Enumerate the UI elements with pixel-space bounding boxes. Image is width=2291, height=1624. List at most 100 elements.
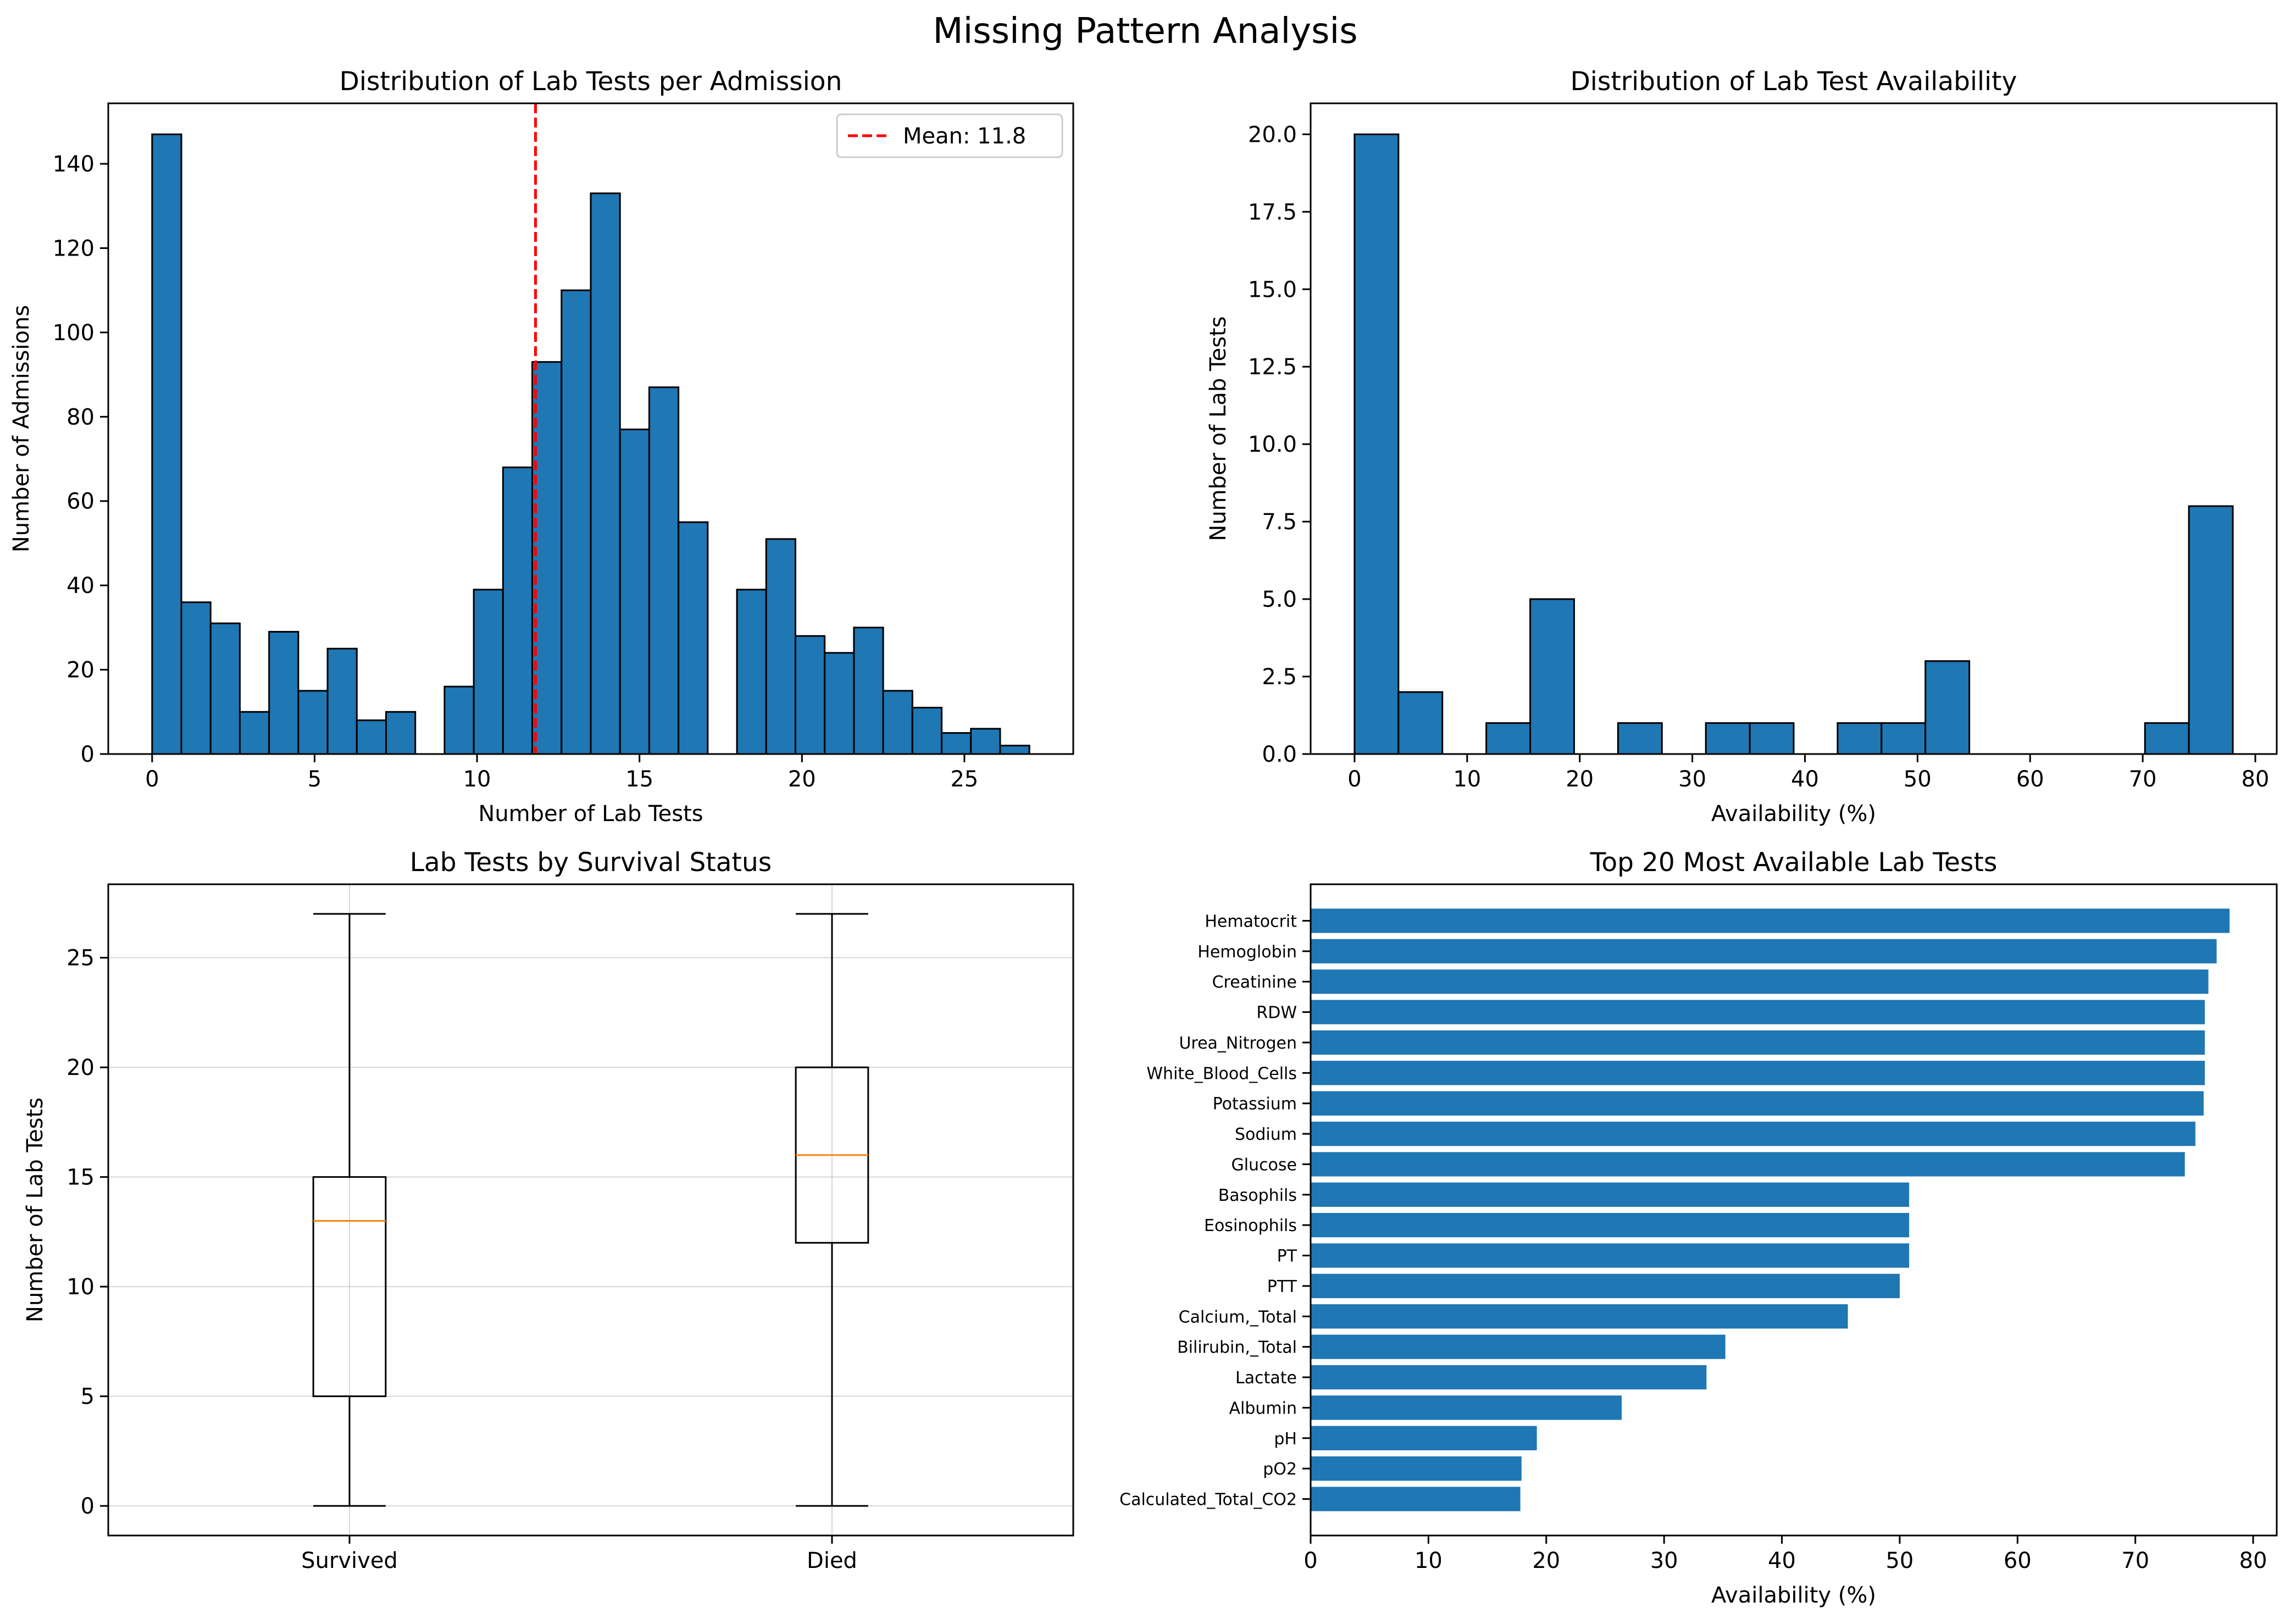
x-tick-label: 20 [788, 767, 816, 792]
box-iqr [312, 1176, 387, 1398]
bar-ptt [1311, 1273, 1900, 1299]
histogram-bar [473, 589, 504, 755]
histogram-bar [1353, 133, 1400, 755]
histogram-bar [561, 289, 592, 755]
y-tick-label: Bilirubin,_Total [1177, 1338, 1297, 1357]
chart-title: Top 20 Most Available Lab Tests [1590, 847, 1998, 878]
y-tick-label: Hematocrit [1205, 912, 1297, 931]
x-tick-label: 30 [1650, 1548, 1678, 1573]
y-tick-label: pO2 [1263, 1460, 1297, 1479]
histogram-bar [2188, 505, 2234, 755]
y-tick-label: Calcium,_Total [1179, 1307, 1297, 1327]
histogram-bar [1485, 722, 1532, 755]
y-tick-label: 5 [81, 1384, 95, 1410]
y-tick-label: 100 [53, 320, 95, 346]
x-tick-label: 60 [2016, 767, 2044, 792]
histogram-bar [590, 192, 621, 755]
histogram-bar [648, 386, 680, 755]
x-tick-label: 0 [1347, 767, 1361, 792]
x-axis-label: Availability (%) [1711, 801, 1876, 827]
histogram-bar [1924, 660, 1971, 755]
y-tick-label: 20 [66, 1055, 95, 1080]
y-tick-label: 40 [66, 573, 95, 598]
y-tick-label: 140 [53, 152, 95, 177]
y-tick-label: Glucose [1231, 1155, 1297, 1174]
histogram-bar [1837, 722, 1883, 755]
y-tick-label: 20.0 [1248, 122, 1297, 147]
x-tick-label: 60 [2004, 1548, 2032, 1573]
y-tick-label: 60 [66, 489, 95, 514]
x-tick-label: 80 [2239, 1548, 2267, 1573]
y-tick-label: Basophils [1218, 1186, 1297, 1205]
bar-po2 [1311, 1456, 1522, 1481]
panel-survival-boxplot: Lab Tests by Survival Status 0 5 10 15 20 25 Su… [23, 847, 1074, 1573]
bar-sodium [1311, 1121, 2196, 1146]
y-tick-label: Eosinophils [1204, 1216, 1297, 1235]
axes-frame [1310, 102, 2278, 755]
x-tick-label: 30 [1678, 767, 1706, 792]
y-axis-label: Number of Admissions [9, 305, 34, 552]
histogram-bar [1617, 722, 1663, 755]
y-tick-label: 0.0 [1262, 742, 1297, 767]
x-tick-label: 70 [2129, 767, 2157, 792]
histogram-bar [209, 622, 241, 755]
y-tick-label: 2.5 [1262, 664, 1297, 690]
panel-lab-test-availability: Distribution of Lab Test Availability 0 10… [1206, 66, 2278, 827]
histogram-bar [268, 631, 299, 755]
histogram-bar [1529, 598, 1575, 755]
histogram-bar [678, 521, 709, 755]
histogram-bar [853, 627, 884, 755]
y-tick-label: 0 [81, 1494, 95, 1519]
x-tick-label: Survived [301, 1548, 398, 1573]
x-tick-label: 50 [1885, 1548, 1913, 1573]
histogram-bar [911, 707, 943, 755]
bar-glucose [1311, 1152, 2185, 1177]
bar-albumin [1311, 1395, 1622, 1420]
panel-lab-tests-per-admission: Distribution of Lab Tests per Admission 0… [9, 66, 1074, 827]
chart-panels: Distribution of Lab Tests per Admission 0… [9, 66, 2278, 1608]
histogram-bar [794, 635, 826, 755]
histogram-bar [151, 133, 182, 755]
bar-rdw [1311, 1000, 2205, 1024]
legend-box [836, 113, 1063, 158]
x-tick-label: 10 [463, 767, 491, 792]
y-tick-label: Creatinine [1212, 973, 1297, 992]
y-tick-label: 15.0 [1248, 277, 1297, 302]
y-tick-label: Albumin [1229, 1399, 1297, 1418]
legend: Mean: 11.8 [836, 113, 1063, 158]
bar-hematocrit [1311, 908, 2230, 933]
histogram-bar [326, 647, 358, 755]
histogram-bar [180, 601, 212, 755]
y-tick-label: 20 [66, 658, 95, 683]
y-tick-label: 15 [66, 1165, 95, 1190]
axes-frame [107, 883, 1074, 1537]
histogram-bar [824, 652, 855, 755]
y-tick-label: pH [1274, 1429, 1297, 1449]
x-axis-label: Number of Lab Tests [478, 801, 703, 827]
chart-title: Distribution of Lab Tests per Admission [340, 66, 842, 97]
y-tick-label: RDW [1256, 1004, 1297, 1023]
histogram-bar [999, 745, 1030, 755]
y-tick-label: 12.5 [1248, 354, 1297, 380]
x-tick-label: 0 [145, 767, 159, 792]
x-tick-label: 25 [950, 767, 978, 792]
x-tick-label: 70 [2121, 1548, 2149, 1573]
histogram-bar [882, 690, 913, 755]
y-tick-label: 7.5 [1262, 509, 1297, 535]
histogram-bar [970, 728, 1001, 755]
axes-frame [107, 102, 1074, 755]
histogram-bar [765, 538, 796, 755]
histogram-bar [1397, 691, 1444, 755]
y-tick-label: 17.5 [1248, 199, 1297, 225]
histogram-bar [941, 732, 972, 755]
x-tick-label: 40 [1768, 1548, 1796, 1573]
bar-urea-nitrogen [1311, 1030, 2205, 1055]
histogram-bar [502, 466, 534, 755]
y-axis-label: Number of Lab Tests [1206, 316, 1231, 541]
bar-ph [1311, 1426, 1537, 1450]
legend-mean-label: Mean: 11.8 [903, 124, 1026, 149]
y-tick-label: 120 [53, 236, 95, 261]
histogram-bar [443, 685, 475, 755]
histogram-bar [297, 690, 329, 755]
bar-lactate [1311, 1365, 1707, 1390]
